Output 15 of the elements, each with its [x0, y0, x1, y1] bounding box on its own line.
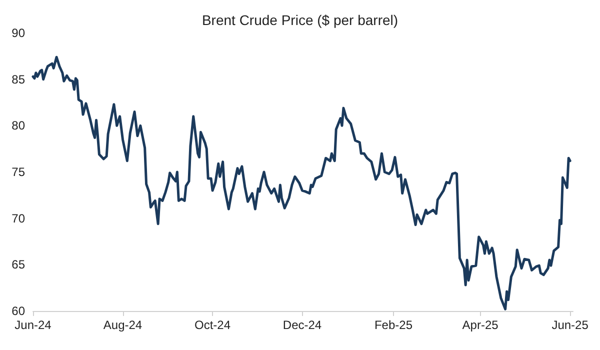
y-tick-label: 70: [12, 211, 26, 226]
x-tick-label: Oct-24: [194, 318, 231, 332]
y-tick-label: 65: [12, 258, 26, 272]
x-tick-label: Aug-24: [103, 318, 142, 332]
chart-title: Brent Crude Price ($ per barrel): [202, 12, 398, 28]
x-tick-label: Jun-25: [552, 318, 589, 332]
x-tick-label: Dec-24: [282, 318, 322, 332]
x-tick-label: Jun-24: [14, 318, 52, 332]
y-tick-label: 60: [12, 304, 26, 318]
y-tick-label: 80: [12, 118, 26, 133]
x-tick-label: Apr-25: [462, 318, 499, 332]
x-tick-label: Feb-25: [374, 318, 413, 332]
y-tick-label: 85: [12, 72, 26, 86]
y-tick-label: 90: [12, 26, 26, 40]
y-tick-label: 75: [12, 165, 26, 179]
